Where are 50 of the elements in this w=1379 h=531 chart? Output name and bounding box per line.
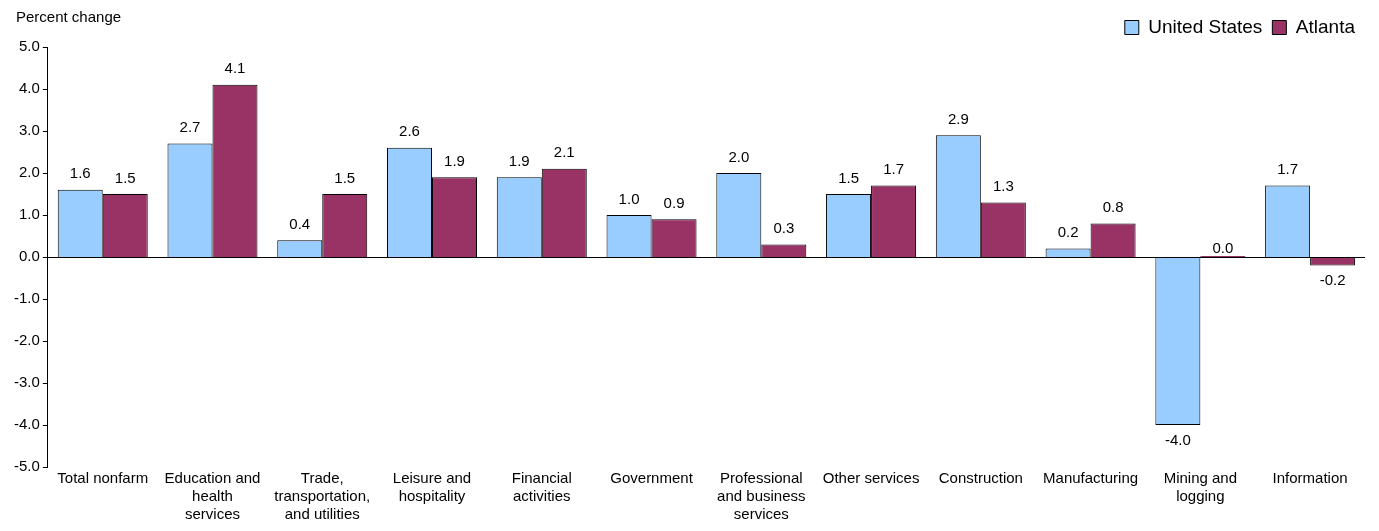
data-label: 1.5 bbox=[838, 168, 859, 186]
y-tick-label: 2.0 bbox=[18, 163, 40, 181]
data-label: 2.9 bbox=[947, 109, 969, 127]
data-label: 0.4 bbox=[289, 214, 311, 232]
data-label: 0.2 bbox=[1057, 223, 1079, 241]
legend-label: United States bbox=[1148, 15, 1263, 37]
data-label: 1.7 bbox=[883, 160, 904, 178]
data-label: 1.9 bbox=[444, 151, 465, 169]
x-tick-label: Trade, transportation, and utilities bbox=[274, 469, 371, 523]
x-tick-label: Leisure and hospitality bbox=[392, 469, 472, 505]
x-tick-label: Construction bbox=[938, 469, 1023, 487]
y-tick-label: 5.0 bbox=[18, 37, 40, 55]
data-label: 2.0 bbox=[728, 147, 750, 165]
data-label: 1.5 bbox=[114, 168, 136, 186]
x-tick-label: Mining and logging bbox=[1163, 469, 1238, 505]
data-label: 2.6 bbox=[399, 122, 420, 140]
y-tick-label: -4.0 bbox=[13, 415, 40, 433]
data-label: 1.0 bbox=[618, 189, 640, 207]
x-tick-label: Financial activities bbox=[511, 469, 572, 505]
y-tick-label: 1.0 bbox=[18, 205, 40, 223]
data-label: 2.1 bbox=[553, 143, 575, 161]
data-label: 1.5 bbox=[334, 168, 356, 186]
y-tick-label: 0.0 bbox=[18, 247, 40, 265]
data-label: 0.9 bbox=[663, 193, 685, 211]
x-tick-label: Total nonfarm bbox=[57, 469, 149, 487]
data-label: 4.1 bbox=[224, 59, 246, 77]
y-tick-label: -1.0 bbox=[13, 289, 40, 307]
data-label: 1.6 bbox=[69, 164, 91, 182]
y-tick-label: -2.0 bbox=[13, 331, 40, 349]
x-tick-label: Other services bbox=[822, 469, 920, 487]
y-tick-label: 3.0 bbox=[18, 121, 40, 139]
data-label: -4.0 bbox=[1164, 430, 1191, 448]
x-tick-label: Manufacturing bbox=[1043, 469, 1139, 487]
y-tick-label: -5.0 bbox=[13, 457, 40, 475]
data-label: -0.2 bbox=[1319, 271, 1346, 289]
data-label: 2.7 bbox=[179, 118, 201, 136]
data-label: 1.3 bbox=[992, 177, 1014, 195]
data-label: 0.8 bbox=[1102, 198, 1124, 216]
y-tick-label: 4.0 bbox=[18, 79, 40, 97]
data-label: 1.9 bbox=[508, 151, 530, 169]
x-tick-label: Information bbox=[1272, 469, 1348, 487]
legend-label: Atlanta bbox=[1295, 15, 1356, 37]
x-tick-label: Education and health services bbox=[164, 469, 261, 523]
y-axis-title: Percent change bbox=[16, 7, 122, 25]
data-label: 0.0 bbox=[1212, 238, 1234, 256]
x-tick-label: Government bbox=[610, 469, 694, 487]
data-label: 0.3 bbox=[773, 219, 795, 237]
y-tick-label: -3.0 bbox=[13, 373, 40, 391]
x-tick-label: Professional and business services bbox=[717, 469, 806, 523]
data-label: 1.7 bbox=[1277, 160, 1299, 178]
